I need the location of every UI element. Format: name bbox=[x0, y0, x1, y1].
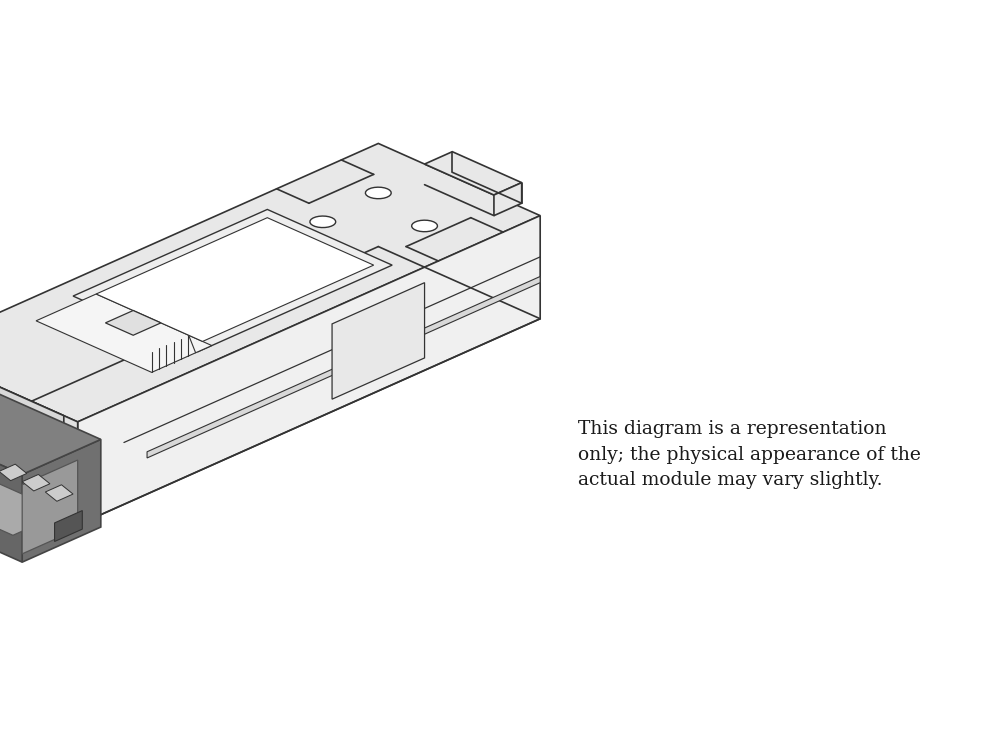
Polygon shape bbox=[0, 464, 27, 481]
Polygon shape bbox=[73, 209, 392, 352]
Text: This diagram is a representation
only; the physical appearance of the
actual mod: This diagram is a representation only; t… bbox=[578, 420, 921, 490]
Polygon shape bbox=[24, 449, 38, 466]
Polygon shape bbox=[22, 475, 50, 491]
Polygon shape bbox=[0, 356, 64, 519]
Polygon shape bbox=[0, 350, 78, 525]
Polygon shape bbox=[45, 484, 73, 501]
Polygon shape bbox=[96, 217, 374, 341]
Polygon shape bbox=[425, 152, 522, 195]
Polygon shape bbox=[0, 442, 64, 536]
Polygon shape bbox=[0, 355, 101, 475]
Polygon shape bbox=[78, 216, 540, 525]
Polygon shape bbox=[55, 511, 82, 542]
Polygon shape bbox=[365, 188, 391, 199]
Polygon shape bbox=[0, 470, 41, 539]
Polygon shape bbox=[0, 390, 22, 562]
Polygon shape bbox=[310, 216, 336, 227]
Polygon shape bbox=[17, 441, 45, 475]
Polygon shape bbox=[22, 460, 78, 554]
Polygon shape bbox=[0, 143, 540, 422]
Polygon shape bbox=[332, 283, 425, 399]
Polygon shape bbox=[105, 310, 161, 335]
Polygon shape bbox=[36, 294, 212, 372]
Polygon shape bbox=[147, 277, 540, 458]
Polygon shape bbox=[22, 440, 101, 562]
Polygon shape bbox=[412, 220, 437, 232]
Polygon shape bbox=[494, 183, 522, 216]
